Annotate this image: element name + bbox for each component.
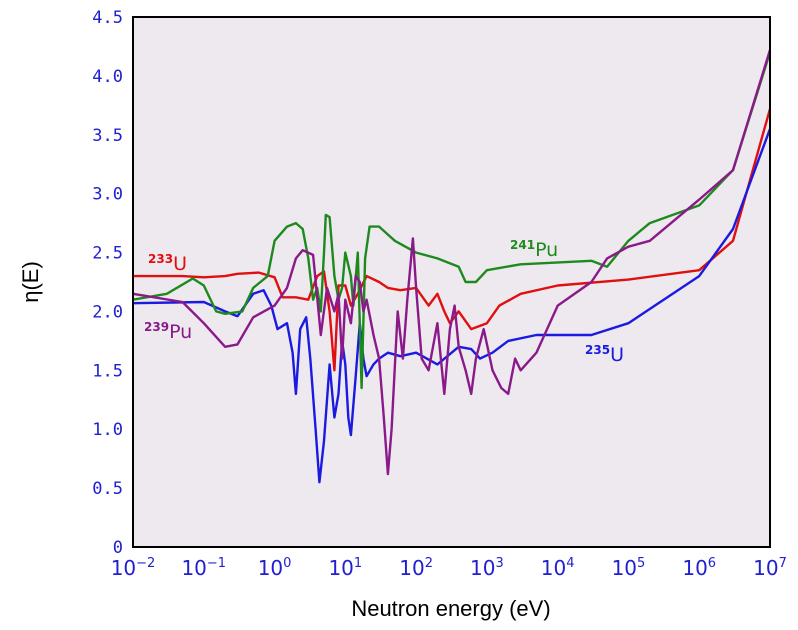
x-tick-label: 103 [470, 556, 504, 580]
series-line-241pu [132, 51, 772, 390]
y-tick-label: 3.5 [92, 126, 123, 146]
series-line-233u [133, 108, 772, 372]
x-tick-label: 106 [682, 556, 716, 580]
series-label-241pu: 241Pu [510, 238, 558, 261]
series-labels: 233U 235U 241Pu 239Pu [144, 238, 624, 366]
x-tick-label: 107 [753, 556, 787, 580]
y-tick-label: 2.0 [92, 302, 123, 322]
y-axis-title: η(E) [18, 261, 43, 303]
x-tick-label: 101 [328, 556, 362, 580]
y-tick-label: 1.5 [92, 361, 123, 381]
x-tick-label: 10−1 [181, 556, 226, 580]
y-tick-label: 3.0 [92, 185, 123, 205]
series-label-233u: 233U [148, 252, 187, 275]
x-tick-label: 105 [612, 556, 646, 580]
series-lines [132, 49, 772, 484]
y-tick-label: 2.5 [92, 244, 123, 264]
x-tick-label: 102 [399, 556, 433, 580]
x-tick-label: 104 [541, 556, 575, 580]
y-tick-label: 4.0 [92, 67, 123, 87]
plot-area [133, 17, 770, 547]
x-tick-label: 10−2 [111, 556, 156, 580]
series-label-235u: 235U [585, 343, 624, 366]
x-tick-label: 100 [258, 556, 292, 580]
x-tick-labels: 10−2 10−1 100 101 102 103 104 105 106 107 [111, 556, 787, 580]
series-line-239pu [132, 49, 772, 476]
y-tick-label: 0 [113, 538, 123, 558]
x-axis-title: Neutron energy (eV) [351, 596, 550, 621]
series-label-239pu: 239Pu [144, 320, 192, 343]
y-tick-label: 1.0 [92, 420, 123, 440]
y-tick-label: 4.5 [92, 8, 123, 28]
y-tick-labels: 0 0.5 1.0 1.5 2.0 2.5 3.0 3.5 4.0 4.5 [92, 8, 123, 558]
y-tick-label: 0.5 [92, 479, 123, 499]
plot-frame [132, 16, 771, 548]
